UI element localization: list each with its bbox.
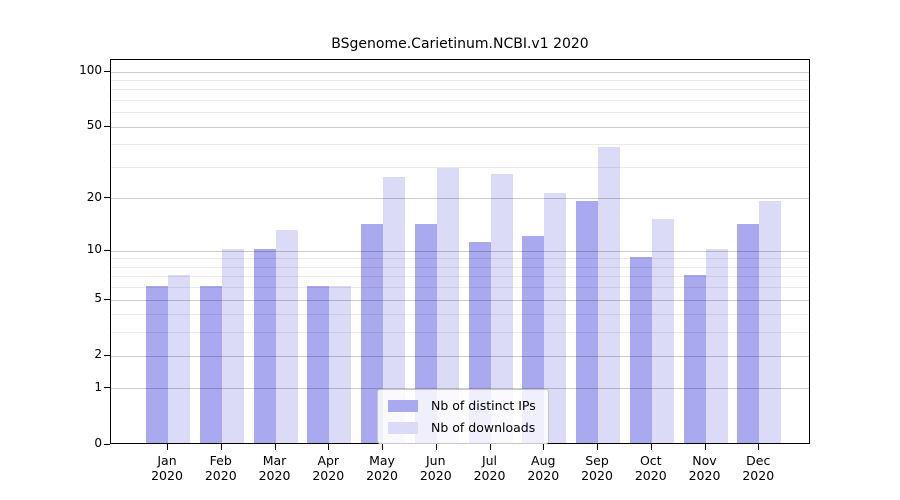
y-tick-mark-20 — [104, 197, 110, 199]
bar-mar-downloads — [275, 229, 298, 443]
y-tick-label-100: 100 — [79, 63, 102, 77]
x-tick-mark-jun — [435, 444, 437, 450]
y-tick-label-50: 50 — [86, 118, 102, 133]
bar-oct-downloads — [651, 218, 674, 443]
bars-layer — [111, 60, 809, 443]
bar-jan-distinct-ips — [146, 285, 168, 443]
bar-may-distinct-ips — [361, 224, 383, 443]
plot-area: Nb of distinct IPs Nb of downloads — [110, 59, 810, 444]
x-tick-mark-may — [382, 444, 383, 450]
x-tick-mark-oct — [650, 444, 652, 450]
y-tick-label-2: 2 — [94, 347, 102, 362]
y-tick-label-10: 10 — [86, 242, 102, 257]
y-tick-mark-0 — [104, 443, 110, 445]
bar-dec-distinct-ips — [737, 224, 760, 443]
legend-swatch-distinct-ips — [388, 399, 418, 412]
x-tick-label-sep: Sep 2020 — [581, 453, 613, 483]
bar-apr-distinct-ips — [307, 285, 330, 443]
x-tick-label-jul: Jul 2020 — [473, 453, 506, 483]
bar-apr-downloads — [329, 285, 352, 443]
y-tick-label-0: 0 — [94, 436, 102, 450]
legend-label-distinct-ips: Nb of distinct IPs — [431, 398, 536, 413]
x-tick-mark-aug — [543, 444, 545, 450]
x-tick-label-nov: Nov 2020 — [688, 453, 721, 483]
x-tick-mark-jan — [167, 444, 168, 450]
y-tick-label-20: 20 — [86, 189, 102, 204]
bar-nov-distinct-ips — [683, 274, 706, 443]
x-tick-label-mar: Mar 2020 — [258, 453, 291, 483]
bar-jul-downloads — [490, 173, 513, 443]
legend-item-distinct-ips: Nb of distinct IPs — [388, 396, 536, 415]
x-tick-label-may: May 2020 — [366, 453, 398, 483]
legend-item-downloads: Nb of downloads — [388, 418, 536, 437]
x-tick-mark-jul — [489, 444, 491, 450]
bar-mar-distinct-ips — [253, 249, 276, 443]
x-tick-label-apr: Apr 2020 — [312, 453, 345, 483]
y-tick-mark-10 — [104, 249, 110, 251]
bar-jun-distinct-ips — [414, 224, 437, 443]
bar-nov-downloads — [705, 249, 728, 443]
x-tick-mark-apr — [328, 444, 330, 450]
legend-label-downloads: Nb of downloads — [431, 420, 536, 435]
bar-jun-downloads — [436, 168, 459, 443]
x-tick-label-oct: Oct 2020 — [634, 453, 667, 483]
x-tick-mark-dec — [758, 444, 760, 450]
bar-feb-downloads — [221, 249, 244, 443]
bar-may-downloads — [383, 176, 405, 443]
x-tick-label-jun: Jun 2020 — [419, 453, 452, 483]
chart-title: BSgenome.Carietinum.NCBI.v1 2020 — [331, 36, 589, 52]
x-tick-label-feb: Feb 2020 — [204, 453, 237, 483]
y-tick-mark-5 — [104, 298, 110, 300]
y-tick-mark-50 — [104, 125, 110, 127]
y-tick-mark-100 — [104, 70, 110, 72]
x-tick-label-jan: Jan 2020 — [151, 453, 183, 483]
x-tick-mark-feb — [220, 444, 222, 450]
bar-sep-distinct-ips — [576, 200, 598, 443]
x-tick-label-aug: Aug 2020 — [527, 453, 560, 483]
bar-oct-distinct-ips — [629, 256, 652, 443]
legend: Nb of distinct IPs Nb of downloads — [377, 389, 549, 444]
y-tick-label-1: 1 — [94, 379, 102, 394]
x-tick-mark-nov — [704, 444, 706, 450]
x-tick-label-dec: Dec 2020 — [742, 453, 775, 483]
bar-jan-downloads — [168, 274, 190, 443]
y-tick-label-5: 5 — [94, 291, 102, 306]
bar-sep-downloads — [598, 146, 620, 443]
legend-swatch-downloads — [388, 421, 418, 434]
y-tick-mark-2 — [104, 354, 110, 356]
y-tick-mark-1 — [104, 387, 110, 389]
x-tick-mark-sep — [597, 444, 598, 450]
bar-aug-downloads — [544, 193, 567, 443]
bar-feb-distinct-ips — [199, 285, 222, 443]
bar-dec-downloads — [759, 200, 782, 443]
x-tick-mark-mar — [274, 444, 276, 450]
